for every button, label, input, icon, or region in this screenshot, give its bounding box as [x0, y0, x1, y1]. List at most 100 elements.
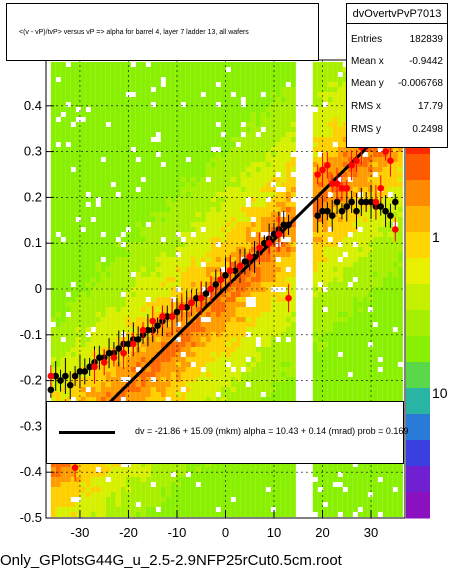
heatmap-cell — [85, 352, 91, 357]
heatmap-cell — [185, 132, 191, 137]
heatmap-cell — [265, 367, 271, 372]
heatmap-cell — [50, 157, 56, 162]
heatmap-cell — [270, 482, 276, 487]
heatmap-cell — [60, 67, 66, 72]
heatmap-cell — [265, 127, 271, 132]
heatmap-cell — [342, 67, 348, 72]
heatmap-cell — [75, 247, 81, 252]
heatmap-cell — [85, 147, 91, 152]
heatmap-cell — [190, 347, 196, 352]
heatmap-cell — [145, 252, 151, 257]
heatmap-cell — [85, 252, 91, 257]
heatmap-cell — [200, 477, 206, 482]
heatmap-cell — [80, 192, 86, 197]
heatmap-cell — [130, 187, 136, 192]
heatmap-cell — [332, 77, 338, 82]
heatmap-cell — [170, 87, 176, 92]
heatmap-cell — [220, 282, 226, 287]
heatmap-cell — [130, 177, 136, 182]
heatmap-cell — [205, 472, 211, 477]
heatmap-cell — [270, 172, 276, 177]
heatmap-cell — [260, 497, 266, 502]
heatmap-cell — [100, 292, 106, 297]
heatmap-cell — [347, 272, 353, 277]
heatmap-cell — [205, 97, 211, 102]
heatmap-cell — [90, 397, 96, 402]
heatmap-cell — [332, 112, 338, 117]
heatmap-cell — [317, 197, 323, 202]
heatmap-cell — [90, 512, 96, 517]
heatmap-cell — [322, 482, 328, 487]
heatmap-cell — [105, 342, 111, 347]
heatmap-cell — [352, 267, 358, 272]
heatmap-cell — [80, 332, 86, 337]
heatmap-cell — [150, 487, 156, 492]
heatmap-cell — [95, 72, 101, 77]
heatmap-cell — [165, 237, 171, 242]
heatmap-cell — [342, 387, 348, 392]
heatmap-cell — [70, 152, 76, 157]
heatmap-cell — [270, 147, 276, 152]
heatmap-cell — [352, 282, 358, 287]
heatmap-cell — [260, 307, 266, 312]
heatmap-cell — [275, 77, 281, 82]
heatmap-cell — [265, 257, 271, 262]
heatmap-cell — [327, 267, 333, 272]
heatmap-cell — [260, 97, 266, 102]
heatmap-cell — [205, 257, 211, 262]
heatmap-cell — [280, 352, 286, 357]
heatmap-cell — [140, 132, 146, 137]
heatmap-cell — [130, 357, 136, 362]
heatmap-cell — [185, 167, 191, 172]
heatmap-cell — [135, 82, 141, 87]
heatmap-cell — [240, 137, 246, 142]
heatmap-cell — [100, 147, 106, 152]
heatmap-cell — [135, 147, 141, 152]
heatmap-cell — [95, 512, 101, 517]
heatmap-cell — [185, 112, 191, 117]
heatmap-cell — [265, 502, 271, 507]
heatmap-cell — [210, 257, 216, 262]
heatmap-cell — [70, 387, 76, 392]
heatmap-cell — [140, 192, 146, 197]
heatmap-cell — [270, 217, 276, 222]
heatmap-cell — [317, 502, 323, 507]
heatmap-cell — [225, 387, 231, 392]
heatmap-cell — [130, 267, 136, 272]
heatmap-cell — [250, 472, 256, 477]
heatmap-cell — [327, 127, 333, 132]
heatmap-cell — [50, 357, 56, 362]
heatmap-cell — [250, 332, 256, 337]
heatmap-cell — [342, 152, 348, 157]
heatmap-cell — [210, 182, 216, 187]
heatmap-cell — [195, 342, 201, 347]
heatmap-cell — [65, 167, 71, 172]
heatmap-cell — [125, 172, 131, 177]
heatmap-cell — [280, 367, 286, 372]
heatmap-cell — [220, 372, 226, 377]
heatmap-cell — [230, 187, 236, 192]
heatmap-cell — [280, 107, 286, 112]
heatmap-cell — [317, 307, 323, 312]
heatmap-cell — [270, 162, 276, 167]
heatmap-cell — [250, 497, 256, 502]
heatmap-cell — [270, 207, 276, 212]
heatmap-cell — [180, 222, 186, 227]
heatmap-cell — [135, 62, 141, 67]
heatmap-cell — [327, 187, 333, 192]
heatmap-cell — [317, 267, 323, 272]
heatmap-cell — [260, 72, 266, 77]
heatmap-cell — [175, 387, 181, 392]
heatmap-cell — [317, 337, 323, 342]
heatmap-cell — [195, 207, 201, 212]
heatmap-cell — [85, 512, 91, 517]
heatmap-cell — [75, 462, 81, 467]
heatmap-cell — [285, 192, 291, 197]
heatmap-cell — [225, 142, 231, 147]
heatmap-cell — [70, 312, 76, 317]
heatmap-cell — [60, 292, 66, 297]
heatmap-cell — [105, 262, 111, 267]
heatmap-cell — [342, 467, 348, 472]
heatmap-cell — [85, 217, 91, 222]
heatmap-cell — [145, 287, 151, 292]
